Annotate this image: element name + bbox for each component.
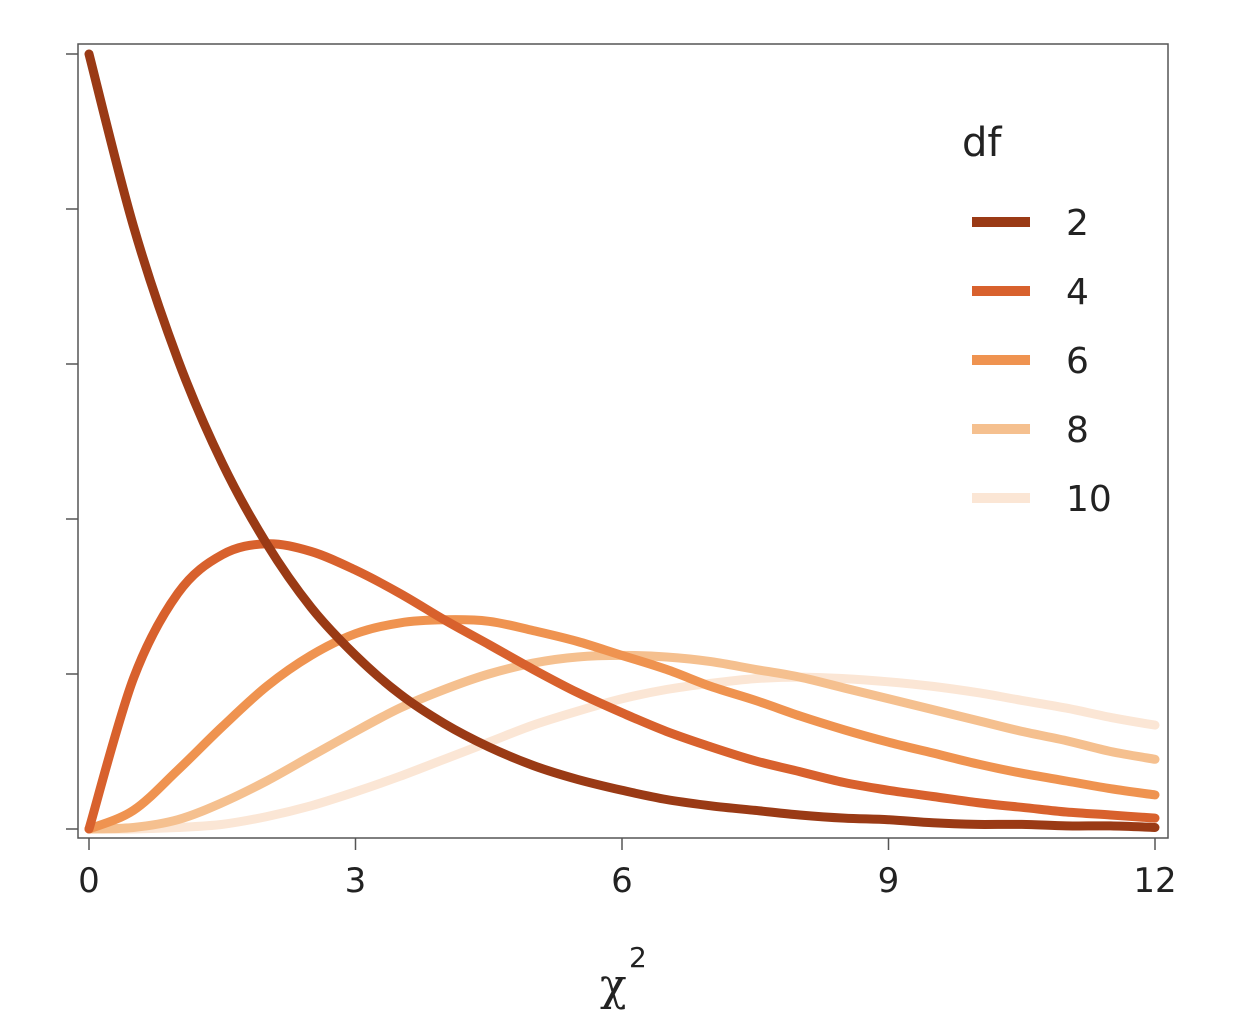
series-line-df-4 bbox=[84, 539, 1160, 834]
x-tick-label: 0 bbox=[78, 861, 100, 901]
legend-label-df-8: 8 bbox=[1066, 410, 1089, 451]
legend-label-df-10: 10 bbox=[1066, 479, 1112, 520]
x-tick-label: 3 bbox=[345, 861, 367, 901]
legend-label-df-2: 2 bbox=[1066, 203, 1089, 244]
legend-label-df-6: 6 bbox=[1066, 341, 1089, 382]
x-tick-label: 12 bbox=[1133, 861, 1176, 901]
series-line-df-10 bbox=[84, 672, 1160, 834]
x-axis-title: χ bbox=[600, 960, 627, 1011]
series-lines bbox=[84, 49, 1160, 834]
legend-title: df bbox=[962, 120, 1002, 166]
legend-label-df-4: 4 bbox=[1066, 272, 1089, 313]
x-axis-title-superscript: 2 bbox=[629, 941, 647, 974]
x-tick-label: 6 bbox=[611, 861, 633, 901]
x-axis: 0 3 6 9 12 bbox=[78, 838, 1177, 901]
legend: df 2 4 6 8 10 bbox=[962, 120, 1112, 520]
plot-area bbox=[77, 43, 1169, 839]
x-tick-label: 9 bbox=[878, 861, 900, 901]
series-line-df-6 bbox=[84, 615, 1160, 834]
series-line-df-2 bbox=[84, 49, 1160, 832]
y-axis bbox=[66, 53, 78, 830]
